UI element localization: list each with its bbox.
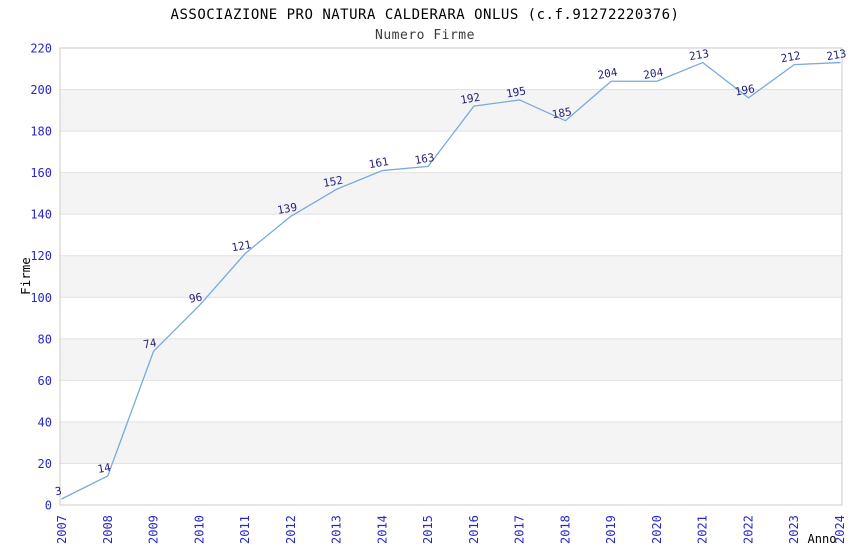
data-point-label: 3 — [54, 484, 63, 498]
data-point-label: 121 — [231, 238, 253, 254]
grid-band — [59, 89, 843, 132]
x-tick-label: 2019 — [604, 515, 618, 544]
x-tick-label: 2020 — [650, 515, 664, 544]
y-tick-label: 200 — [30, 83, 52, 97]
x-tick-label: 2009 — [147, 515, 161, 544]
grid-band — [59, 255, 843, 298]
grid-band — [59, 172, 843, 215]
x-tick-label: 2023 — [787, 515, 801, 544]
y-tick-label: 180 — [30, 125, 52, 139]
data-point-label: 196 — [734, 82, 756, 98]
data-point-label: 152 — [322, 174, 344, 190]
y-axis-title: Firme — [18, 257, 33, 295]
x-tick-label: 2022 — [741, 515, 755, 544]
y-tick-label: 120 — [30, 249, 52, 263]
y-tick-label: 40 — [38, 415, 52, 429]
plot-border — [59, 47, 843, 506]
y-tick-label: 160 — [30, 166, 52, 180]
y-tick-label: 100 — [30, 291, 52, 305]
chart-title: ASSOCIAZIONE PRO NATURA CALDERARA ONLUS … — [170, 7, 680, 23]
y-tick-label: 140 — [30, 208, 52, 222]
x-tick-label: 2010 — [192, 515, 206, 544]
data-point-label: 163 — [414, 151, 436, 167]
x-tick-label: 2021 — [696, 515, 710, 544]
x-tick-label: 2008 — [101, 515, 115, 544]
data-point-label: 139 — [276, 201, 298, 217]
y-tick-label: 80 — [38, 332, 52, 346]
x-tick-label: 2013 — [330, 515, 344, 544]
x-tick-label: 2012 — [284, 515, 298, 544]
grid-band — [59, 421, 843, 464]
y-tick-label: 20 — [38, 457, 52, 471]
data-point-label: 212 — [780, 49, 802, 65]
x-tick-label: 2017 — [513, 515, 527, 544]
data-point-label: 213 — [688, 47, 710, 63]
y-tick-label: 0 — [45, 499, 52, 513]
x-tick-label: 2014 — [375, 515, 389, 544]
chart-subtitle: Numero Firme — [375, 28, 475, 43]
data-point-label: 204 — [597, 66, 619, 82]
x-tick-label: 2018 — [558, 515, 572, 544]
data-point-label: 161 — [368, 155, 390, 171]
y-tick-label: 60 — [38, 374, 52, 388]
x-tick-label: 2007 — [55, 515, 69, 544]
data-point-label: 74 — [142, 336, 158, 351]
x-tick-label: 2024 — [833, 515, 847, 544]
x-axis-title: Anno — [808, 532, 837, 546]
data-point-label: 185 — [551, 105, 573, 121]
data-point-label: 213 — [825, 47, 847, 63]
y-tick-label: 220 — [30, 42, 52, 56]
data-point-label: 192 — [459, 91, 481, 107]
data-point-label: 96 — [188, 291, 203, 306]
series-line — [61, 61, 841, 500]
data-point-label: 195 — [505, 84, 527, 100]
data-point-label: 14 — [97, 461, 113, 476]
x-tick-label: 2015 — [421, 515, 435, 544]
data-point-label: 204 — [642, 66, 664, 82]
x-tick-label: 2011 — [238, 515, 252, 544]
x-tick-label: 2016 — [467, 515, 481, 544]
grid-band — [59, 338, 843, 381]
